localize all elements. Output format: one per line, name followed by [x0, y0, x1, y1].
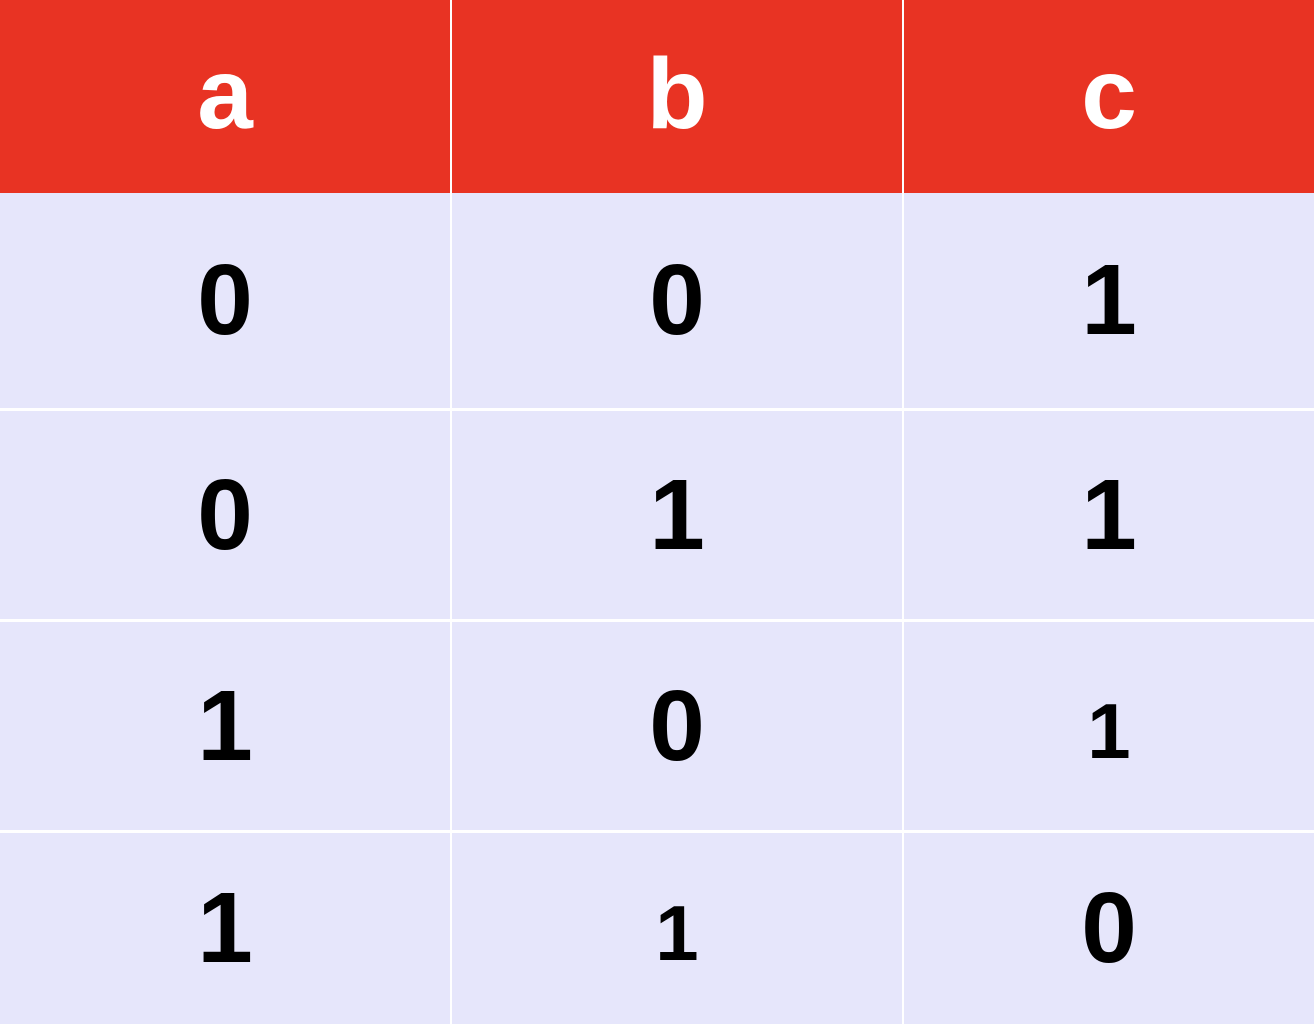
table-cell: 1: [902, 193, 1314, 408]
table-cell: 1: [197, 872, 253, 984]
table-cell: 1: [902, 622, 1314, 830]
table-cell: 1: [450, 833, 902, 1024]
table-row: 1 0 1: [0, 619, 1314, 830]
table-cell: 0: [450, 622, 902, 830]
table-cell: 1: [197, 669, 253, 782]
table-row: 0 0 1: [0, 193, 1314, 408]
header-cell-a: a: [197, 38, 253, 150]
table-cell: 1: [450, 411, 902, 619]
header-cell-c: c: [902, 0, 1314, 193]
table-cell: 0: [450, 193, 902, 408]
header-cell-b: b: [450, 0, 902, 193]
table-cell: 0: [197, 458, 253, 571]
table-cell: 0: [902, 833, 1314, 1024]
table-cell: 1: [902, 411, 1314, 619]
table-header-row: a b c: [0, 0, 1314, 193]
table-row: 0 1 1: [0, 408, 1314, 619]
table-row: 1 1 0: [0, 830, 1314, 1024]
table-cell: 0: [197, 244, 253, 356]
